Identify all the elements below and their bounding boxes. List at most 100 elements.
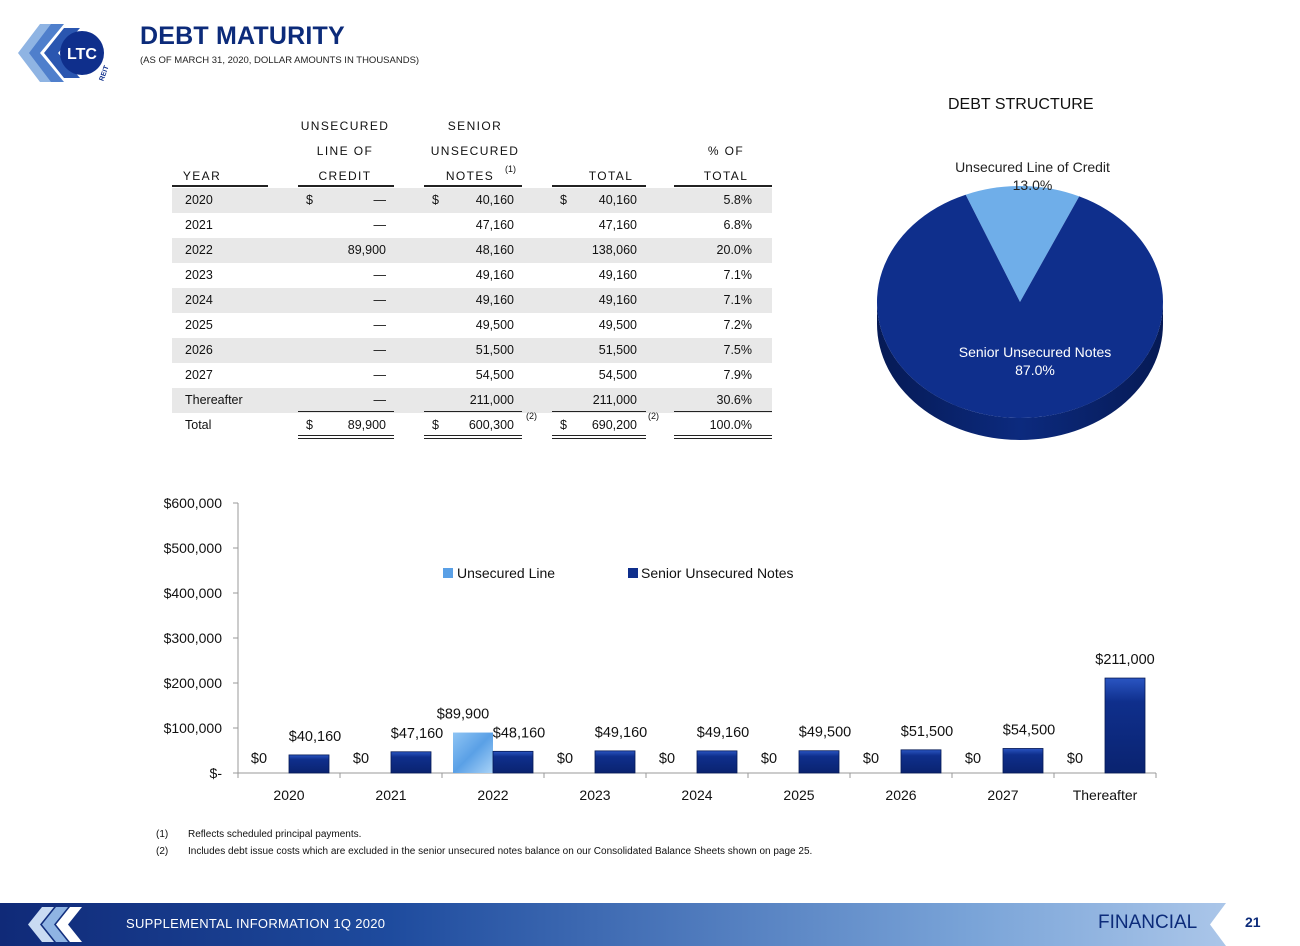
- bar-senior-notes: [798, 750, 840, 774]
- cell-notes: 49,160: [475, 268, 514, 282]
- data-label-unsecured-line: $0: [353, 751, 369, 767]
- bar-senior-notes: [696, 750, 738, 774]
- x-tick-label: 2022: [477, 787, 508, 803]
- cell-line: —: [373, 218, 387, 232]
- data-label-senior-notes: $40,160: [289, 729, 341, 745]
- footer-logo-chevrons: [28, 907, 82, 942]
- y-tick-label: $100,000: [164, 720, 223, 736]
- header-line-1: UNSECURED: [300, 119, 390, 133]
- header-pct-2: TOTAL: [703, 169, 749, 183]
- y-tick-label: $500,000: [164, 540, 223, 556]
- page-title: DEBT MATURITY: [140, 22, 345, 50]
- cell-total: 138,060: [591, 243, 637, 257]
- page-subtitle: (AS OF MARCH 31, 2020, DOLLAR AMOUNTS IN…: [140, 55, 420, 66]
- table-row: 2027 — 54,500 54,500 7.9%: [172, 363, 772, 388]
- header-notes-1: SENIOR: [447, 119, 503, 133]
- y-tick-label: $200,000: [164, 675, 223, 691]
- cell-year: Thereafter: [185, 393, 243, 407]
- x-tick-label: 2026: [885, 787, 916, 803]
- cell-year: 2025: [185, 318, 213, 332]
- cell-line: —: [373, 343, 387, 357]
- cell-line: —: [373, 268, 387, 282]
- header-notes-footnote: (1): [505, 164, 516, 174]
- debt-structure-pie: [877, 186, 1163, 440]
- legend-swatch-senior-notes: [628, 568, 638, 578]
- data-label-senior-notes: $54,500: [1003, 722, 1055, 738]
- page-number: 21: [1245, 914, 1261, 930]
- bar-senior-notes: [900, 749, 942, 774]
- cell-pct: 6.8%: [723, 218, 753, 232]
- data-label-senior-notes: $51,500: [901, 724, 953, 740]
- legend-label-senior-notes: Senior Unsecured Notes: [641, 565, 794, 581]
- data-label-senior-notes: $49,160: [595, 725, 647, 741]
- cell-total: 690,200: [591, 418, 637, 432]
- data-label-unsecured-line: $0: [251, 751, 267, 767]
- cell-notes: 47,160: [475, 218, 514, 232]
- x-tick-label: 2020: [273, 787, 304, 803]
- bar-unsecured-line: [453, 732, 493, 773]
- header-notes-3: NOTES: [445, 169, 495, 183]
- cell-total: 54,500: [598, 368, 637, 382]
- logo-text: LTC: [67, 46, 97, 63]
- table-row: 2023 — 49,160 49,160 7.1%: [172, 263, 772, 288]
- footer-section-label: FINANCIAL: [1098, 912, 1198, 933]
- currency-symbol-line: $: [306, 418, 313, 432]
- currency-symbol-total: $: [560, 418, 567, 432]
- x-tick-label: 2024: [681, 787, 712, 803]
- x-tick-label: 2023: [579, 787, 610, 803]
- currency-symbol-total: $: [560, 193, 567, 207]
- footnote-2-text: Includes debt issue costs which are excl…: [188, 846, 813, 857]
- legend-label-unsecured-line: Unsecured Line: [457, 565, 555, 581]
- cell-notes: 54,500: [475, 368, 514, 382]
- cell-total: 211,000: [592, 393, 637, 407]
- pie-slice-unsecured-line: [965, 186, 1080, 302]
- cell-notes: 49,500: [475, 318, 514, 332]
- cell-year: 2023: [185, 268, 213, 282]
- cell-line: —: [373, 293, 387, 307]
- table-row: Thereafter — 211,000 211,000 30.6%: [172, 388, 772, 413]
- cell-year: 2020: [185, 193, 213, 207]
- data-label-unsecured-line: $0: [965, 751, 981, 767]
- pie-title: DEBT STRUCTURE: [948, 96, 1094, 113]
- footnote-1-num: (1): [156, 829, 169, 840]
- cell-total: 49,500: [598, 318, 637, 332]
- header-line-3: CREDIT: [318, 169, 372, 183]
- cell-year: 2024: [185, 293, 213, 307]
- y-tick-label: $600,000: [164, 495, 223, 511]
- data-label-unsecured-line: $89,900: [437, 707, 489, 723]
- table-row: 2026 — 51,500 51,500 7.5%: [172, 338, 772, 363]
- cell-total: 49,160: [598, 293, 637, 307]
- cell-line: 89,900: [347, 418, 386, 432]
- bar-senior-notes: [1104, 677, 1146, 774]
- data-label-unsecured-line: $0: [1067, 751, 1083, 767]
- footer-bar: [0, 903, 1300, 946]
- cell-total: 49,160: [598, 268, 637, 282]
- data-label-unsecured-line: $0: [557, 751, 573, 767]
- cell-notes: 48,160: [475, 243, 514, 257]
- x-tick-label: 2021: [375, 787, 406, 803]
- cell-pct: 100.0%: [709, 418, 752, 432]
- cell-pct: 7.1%: [723, 268, 753, 282]
- table-total-row: Total 89,900 600,300 690,200 100.0% $ $ $ (2) (2): [172, 411, 772, 438]
- cell-notes: 40,160: [475, 193, 514, 207]
- cell-year: 2022: [185, 243, 213, 257]
- currency-symbol-line: $: [306, 193, 313, 207]
- y-tick-label: $400,000: [164, 585, 223, 601]
- cell-total: 51,500: [598, 343, 637, 357]
- table-row: 2024 — 49,160 49,160 7.1%: [172, 288, 772, 313]
- cell-pct: 5.8%: [723, 193, 753, 207]
- ltc-logo: LTC REIT: [18, 24, 111, 82]
- data-label-senior-notes: $49,160: [697, 725, 749, 741]
- cell-notes: 600,300: [468, 418, 514, 432]
- debt-maturity-bar-chart: $- $100,000 $200,000 $300,000 $400,000 $500,0…: [164, 495, 1157, 803]
- data-label-senior-notes: $48,160: [493, 725, 545, 741]
- footnote-2-num: (2): [156, 846, 169, 857]
- total-notes-footnote: (2): [526, 411, 537, 421]
- cell-total: 40,160: [598, 193, 637, 207]
- bar-senior-notes: [1002, 748, 1044, 774]
- x-tick-label: Thereafter: [1073, 787, 1138, 803]
- cell-year: 2026: [185, 343, 213, 357]
- pie-label-unsecured-line-pct: 13.0%: [1012, 177, 1053, 193]
- cell-year: Total: [185, 418, 212, 432]
- cell-line: —: [373, 393, 387, 407]
